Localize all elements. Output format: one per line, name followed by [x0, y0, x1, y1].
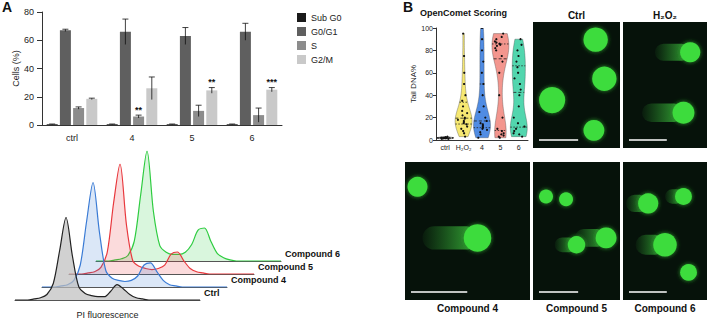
svg-text:0: 0 — [429, 137, 433, 144]
svg-text:5: 5 — [498, 144, 502, 151]
svg-text:PI fluorescence: PI fluorescence — [76, 310, 138, 320]
svg-text:Ctrl: Ctrl — [204, 288, 220, 298]
svg-text:H₂O₂: H₂O₂ — [653, 10, 677, 21]
svg-text:H₂O₂: H₂O₂ — [456, 144, 472, 151]
svg-text:Compound 4: Compound 4 — [231, 275, 286, 285]
svg-text:40: 40 — [425, 92, 433, 99]
svg-text:A: A — [2, 0, 12, 15]
svg-text:Compound 4: Compound 4 — [437, 303, 499, 314]
svg-text:6: 6 — [517, 144, 521, 151]
svg-text:4: 4 — [480, 144, 484, 151]
svg-text:0: 0 — [29, 120, 34, 130]
svg-text:G0/G1: G0/G1 — [311, 27, 338, 37]
svg-text:6: 6 — [249, 133, 254, 143]
svg-text:Tail DNA%: Tail DNA% — [409, 65, 418, 103]
svg-text:80: 80 — [24, 7, 34, 17]
svg-text:***: *** — [267, 77, 278, 87]
svg-text:20: 20 — [24, 92, 34, 102]
svg-text:20: 20 — [425, 114, 433, 121]
svg-text:Cells (%): Cells (%) — [11, 50, 21, 87]
svg-text:Compound 5: Compound 5 — [258, 262, 313, 272]
svg-text:60: 60 — [24, 35, 34, 45]
svg-text:**: ** — [135, 105, 143, 115]
svg-text:S: S — [311, 41, 317, 51]
svg-text:OpenComet Scoring: OpenComet Scoring — [420, 8, 507, 18]
svg-text:ctrl: ctrl — [66, 133, 78, 143]
svg-text:B: B — [403, 0, 413, 15]
svg-text:Sub G0: Sub G0 — [311, 13, 342, 23]
svg-text:Compound 6: Compound 6 — [634, 303, 696, 314]
svg-text:G2/M: G2/M — [311, 55, 333, 65]
svg-text:5: 5 — [189, 133, 194, 143]
svg-text:100: 100 — [421, 25, 433, 32]
svg-text:80: 80 — [425, 47, 433, 54]
svg-text:Compound 6: Compound 6 — [285, 249, 340, 259]
svg-text:Compound 5: Compound 5 — [546, 303, 608, 314]
svg-text:60: 60 — [425, 69, 433, 76]
svg-text:ctrl: ctrl — [441, 144, 451, 151]
svg-text:Ctrl: Ctrl — [568, 10, 585, 21]
svg-text:**: ** — [208, 77, 216, 87]
svg-text:40: 40 — [24, 64, 34, 74]
svg-text:4: 4 — [129, 133, 134, 143]
